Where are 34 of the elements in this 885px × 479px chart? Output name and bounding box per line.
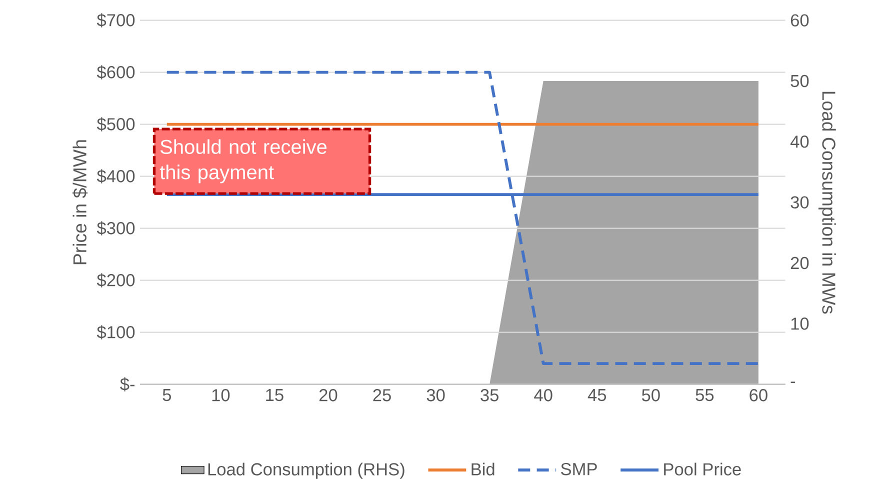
x-tick-label: 60 xyxy=(750,389,768,402)
legend-label: SMP xyxy=(561,462,597,476)
x-tick-label: 15 xyxy=(266,389,284,402)
x-tick-label: 55 xyxy=(696,389,714,402)
y-tick-label: $- xyxy=(120,377,135,392)
y2-tick-label: 60 xyxy=(790,14,809,26)
y-tick-label: $200 xyxy=(96,273,135,288)
x-tick-label: 10 xyxy=(212,389,230,402)
legend-label: Bid xyxy=(472,462,494,476)
legend-label: Pool Price xyxy=(664,462,741,476)
y-tick-label: $600 xyxy=(96,65,135,80)
y-axis-title: Price in $/MWh xyxy=(72,140,88,264)
x-tick-label: 50 xyxy=(642,389,660,402)
y2-tick-label: 20 xyxy=(790,256,809,270)
x-tick-label: 5 xyxy=(162,389,171,402)
y-tick-label: $300 xyxy=(96,221,135,236)
y2-axis-title: Load Consumption in MWs xyxy=(818,92,836,314)
y2-tick-label: 10 xyxy=(791,318,809,330)
y2-tick-label: 30 xyxy=(790,196,809,208)
y2-tick-label: - xyxy=(790,382,796,384)
y2-tick-label: 40 xyxy=(790,136,809,148)
x-tick-label: 30 xyxy=(426,389,445,402)
y-tick-label: $400 xyxy=(96,169,135,184)
legend-label: Load Consumption (RHS) xyxy=(208,462,404,479)
x-tick-label: 25 xyxy=(373,389,391,402)
x-tick-label: 35 xyxy=(480,389,498,402)
x-tick-label: 45 xyxy=(588,389,606,402)
y-tick-label: $500 xyxy=(96,117,135,132)
y-tick-label: $700 xyxy=(96,13,135,28)
x-tick-label: 40 xyxy=(534,389,552,402)
y-tick-label: $100 xyxy=(96,325,135,340)
y2-tick-label: 50 xyxy=(790,74,809,88)
x-tick-label: 20 xyxy=(319,389,338,402)
annotation: Should not receive this payment xyxy=(160,139,327,184)
